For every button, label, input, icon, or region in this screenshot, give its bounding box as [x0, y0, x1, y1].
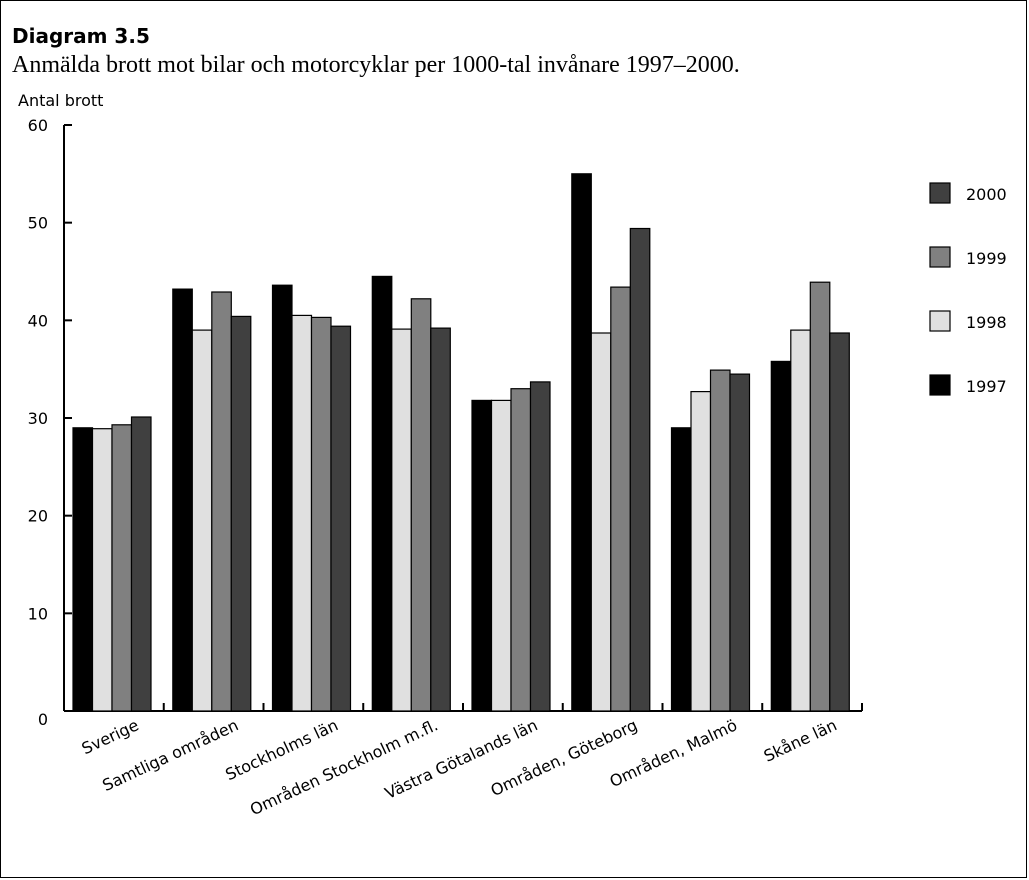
y-tick-label: 60	[28, 116, 48, 135]
bar-2000-6	[729, 373, 751, 712]
y-tick-label: 10	[28, 604, 48, 623]
bar-1998-3	[391, 328, 412, 712]
x-tick-label: Sverige	[79, 715, 142, 758]
bar-2000-0	[130, 416, 152, 712]
bars	[72, 173, 850, 712]
y-tick-label: 30	[28, 409, 48, 428]
x-tick-label: Skåne län	[761, 715, 840, 765]
y-tick-label: 0	[38, 710, 48, 729]
bar-1999-5	[610, 286, 631, 712]
y-axis-label: Antal brott	[18, 91, 103, 110]
bar-1997-2	[271, 284, 293, 712]
bar-1999-2	[310, 316, 332, 712]
legend-label-1998: 1998	[966, 313, 1007, 332]
legend-label-1999: 1999	[966, 249, 1007, 268]
bar-1998-2	[291, 314, 313, 712]
bar-1997-5	[571, 173, 592, 712]
bar-1999-6	[709, 369, 731, 712]
bar-2000-7	[829, 332, 850, 712]
bar-1999-0	[111, 424, 133, 712]
bar-1997-4	[471, 399, 493, 712]
legend-label-2000: 2000	[966, 185, 1007, 204]
diagram-heading: Diagram 3.5	[12, 24, 150, 48]
bar-2000-3	[430, 327, 451, 712]
legend-label-1997: 1997	[966, 377, 1007, 396]
bar-1997-3	[371, 275, 393, 712]
legend: 2000 1999 1998 1997	[929, 182, 1007, 396]
bar-1997-1	[172, 288, 193, 712]
bar-1997-0	[72, 427, 94, 712]
y-tick-label: 40	[28, 311, 48, 330]
y-tick-label: 20	[28, 507, 48, 526]
legend-swatch-1999	[929, 246, 951, 268]
bar-2000-4	[529, 381, 551, 712]
bar-2000-1	[230, 315, 252, 712]
bar-1997-7	[770, 360, 792, 712]
bar-1998-1	[191, 329, 213, 712]
bar-1999-1	[211, 291, 232, 712]
x-tick-label: Områden Stockholm m.fl.	[247, 715, 441, 819]
bar-2000-2	[330, 325, 352, 712]
bar-1998-0	[91, 428, 113, 712]
bar-1998-7	[790, 329, 811, 712]
bar-1998-5	[590, 332, 612, 712]
legend-swatch-2000	[929, 182, 951, 204]
bar-1998-4	[490, 399, 512, 712]
bar-1998-6	[690, 391, 712, 712]
legend-swatch-1998	[929, 310, 951, 332]
bar-1999-3	[410, 298, 432, 712]
bar-1997-6	[670, 427, 692, 712]
bar-2000-5	[629, 227, 651, 712]
chart-subtitle: Anmälda brott mot bilar och motorcyklar …	[12, 52, 740, 78]
bar-1999-4	[510, 388, 532, 712]
legend-swatch-1997	[929, 374, 951, 396]
bar-1999-7	[809, 281, 831, 712]
y-tick-label: 50	[28, 214, 48, 233]
